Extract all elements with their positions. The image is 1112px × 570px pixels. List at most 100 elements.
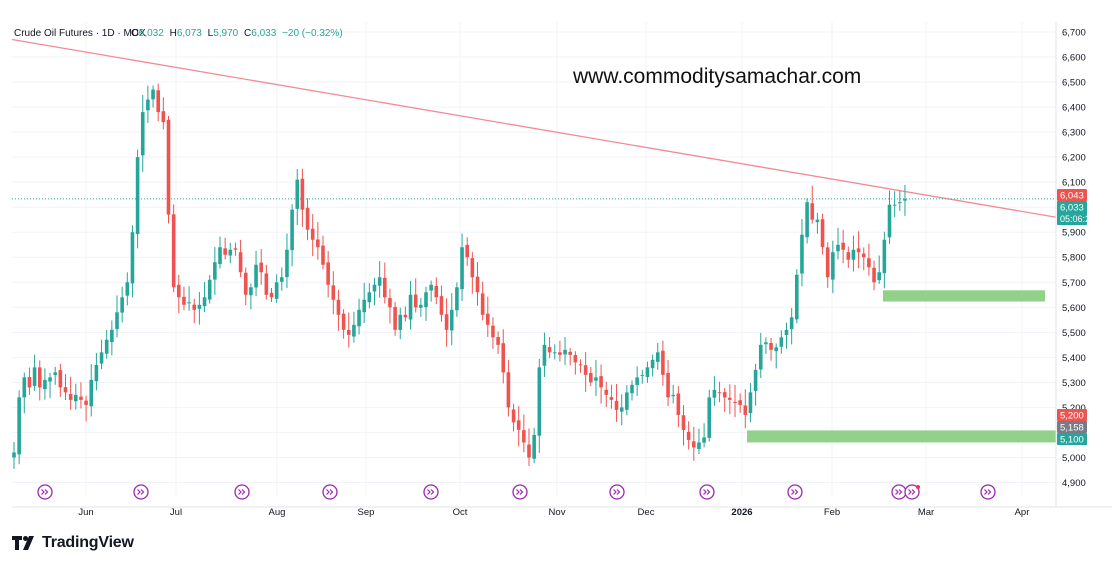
candle-body: [264, 273, 269, 295]
x-tick-label: 2026: [731, 507, 752, 518]
support-zone-upper: [883, 290, 1045, 302]
price-badge-bg: [1057, 421, 1087, 433]
candle-body: [223, 248, 227, 255]
candle-body: [352, 324, 356, 337]
event-icon: [891, 484, 907, 500]
candle-body: [120, 297, 124, 313]
candle-body: [362, 299, 366, 313]
event-icon: [423, 484, 439, 500]
event-icon: [699, 484, 715, 500]
candle-body: [316, 239, 320, 248]
candle-body: [527, 444, 531, 458]
candles: [12, 83, 907, 469]
candle-body: [182, 296, 186, 305]
price-badge-label: 6,033: [1060, 203, 1084, 214]
grid: [12, 22, 1056, 495]
price-badge-bg: [1057, 433, 1087, 445]
candle-body: [290, 209, 294, 251]
candle-body: [743, 405, 748, 415]
price-badge-label: 5,100: [1060, 435, 1084, 446]
candle-body: [815, 219, 820, 223]
candle-body: [161, 111, 166, 123]
candle-body: [774, 347, 778, 352]
symbol-title: Crude Oil Futures · 1D · MCX: [14, 28, 146, 39]
candle-body: [861, 253, 866, 258]
candle-body: [151, 89, 155, 100]
x-tick-label: Feb: [824, 507, 840, 518]
event-icon: [37, 484, 53, 500]
candle-body: [604, 389, 609, 395]
candle-body: [465, 244, 469, 258]
candle-body: [115, 312, 119, 330]
event-icon: [322, 484, 338, 500]
candle-body: [758, 344, 763, 370]
y-tick-label: 5,900: [1062, 228, 1086, 239]
x-tick-label: Nov: [549, 507, 566, 518]
candle-body: [357, 309, 361, 327]
candle-body: [218, 247, 222, 265]
candle-body: [156, 90, 160, 113]
candle-body: [140, 112, 145, 156]
candle-body: [846, 252, 851, 260]
candle-body: [408, 294, 413, 320]
candle-body: [74, 394, 78, 402]
candle-body: [403, 314, 408, 318]
candle-body: [522, 430, 526, 443]
candle-body: [820, 219, 825, 248]
event-markers: [37, 484, 996, 500]
candle-body: [233, 248, 238, 250]
candle-body: [259, 262, 263, 273]
candle-body: [537, 367, 542, 436]
y-tick-label: 6,500: [1062, 78, 1086, 89]
countdown-label: 05:06:21: [1060, 214, 1095, 224]
candle-body: [753, 369, 758, 391]
x-tick-label: Mar: [918, 507, 934, 518]
x-tick-label: Dec: [638, 507, 655, 518]
candle-body: [748, 392, 753, 414]
candle-body: [789, 317, 794, 330]
price-badge-label: 5,200: [1060, 411, 1084, 422]
candle-body: [310, 228, 315, 240]
candle-body: [563, 349, 567, 355]
candle-body: [722, 392, 727, 398]
candle-body: [84, 400, 88, 405]
candle-body: [449, 309, 454, 331]
trendline-layer: [11, 38, 1057, 218]
price-badge-bg: [1057, 409, 1087, 421]
candle-body: [872, 267, 876, 283]
candle-body: [805, 202, 809, 238]
website-watermark: www.commoditysamachar.com: [572, 65, 861, 88]
candle-body: [393, 306, 397, 330]
candle-body: [94, 364, 99, 382]
candle-body: [346, 329, 351, 335]
y-tick-label: 5,400: [1062, 353, 1086, 364]
candle-body: [568, 351, 572, 355]
y-tick-label: 6,400: [1062, 103, 1086, 114]
candle-body: [511, 409, 516, 423]
candle-body: [547, 347, 552, 353]
candle-body: [326, 262, 330, 285]
candle-body: [661, 350, 665, 375]
candle-body: [558, 352, 562, 355]
price-badge-bg: [1057, 189, 1087, 201]
candle-body: [784, 329, 789, 336]
candle-body: [187, 302, 191, 304]
candle-body: [903, 198, 907, 201]
candle-body: [697, 442, 701, 449]
candle-body: [650, 359, 655, 369]
candle-body: [249, 287, 253, 296]
candle-body: [17, 397, 21, 455]
candle-body: [372, 284, 377, 292]
event-icon: [512, 484, 528, 500]
candle-body: [171, 214, 176, 288]
candle-body: [197, 304, 202, 309]
y-tick-label: 6,600: [1062, 53, 1086, 64]
candle-body: [578, 364, 583, 366]
footer: TradingView: [12, 534, 134, 552]
candle-body: [367, 292, 372, 303]
candle-body: [898, 202, 902, 204]
candle-body: [99, 352, 104, 364]
candle-body: [609, 397, 614, 400]
